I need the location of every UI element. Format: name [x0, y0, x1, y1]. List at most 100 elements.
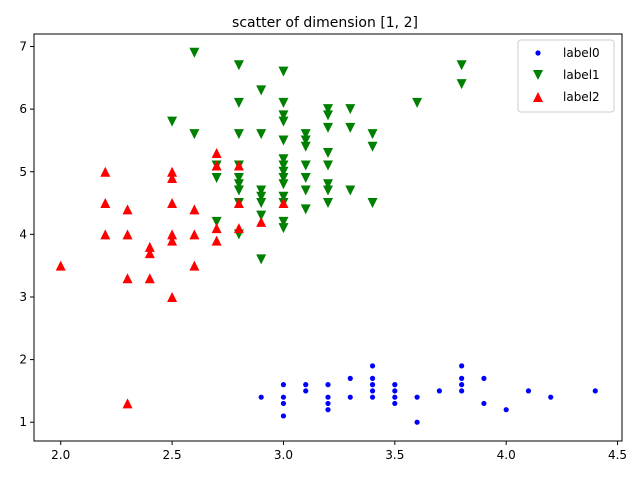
data-point-label2: [233, 160, 244, 171]
data-point-label2: [144, 248, 155, 259]
data-point-label2: [278, 198, 289, 209]
data-point-label0: [459, 375, 465, 381]
data-point-label0: [369, 363, 376, 369]
y-tick-label: 4: [19, 227, 27, 241]
data-point-label0: [548, 394, 554, 400]
plot-frame: [33, 33, 623, 442]
legend-label-label0: label0: [563, 46, 600, 60]
data-point-label2: [167, 291, 178, 302]
data-point-label1: [256, 85, 267, 96]
data-point-label1: [256, 185, 267, 196]
data-point-label2: [167, 229, 178, 240]
data-point-label2: [100, 166, 111, 177]
data-point-label2: [122, 273, 133, 284]
data-point-label0: [325, 394, 331, 400]
data-point-label1: [323, 185, 333, 196]
data-point-label1: [211, 173, 222, 184]
data-point-label2: [233, 198, 244, 209]
data-point-label0: [369, 382, 376, 388]
y-axis: 1 2 3 4 5 6 7: [19, 40, 34, 429]
legend: label0 label1 label2: [517, 39, 615, 113]
data-point-label1: [300, 185, 311, 196]
data-point-label1: [278, 179, 289, 190]
data-point-label0: [592, 388, 598, 394]
data-point-label1: [233, 60, 244, 71]
data-point-label0: [347, 375, 353, 381]
data-point-label1: [256, 254, 267, 265]
data-point-label0: [325, 407, 331, 413]
data-point-label1: [278, 66, 289, 77]
data-point-label1: [278, 154, 289, 165]
data-point-label1: [300, 204, 311, 215]
data-point-label2: [100, 198, 111, 209]
data-point-label1: [278, 116, 289, 127]
data-point-label0: [258, 394, 264, 400]
data-point-label1: [323, 198, 333, 209]
data-point-label1: [345, 122, 356, 133]
data-point-label2: [233, 223, 244, 234]
data-point-label1: [456, 79, 467, 90]
data-point-label2: [211, 235, 222, 246]
data-point-label1: [256, 210, 267, 221]
data-point-label1: [323, 122, 333, 133]
data-point-label2: [167, 235, 178, 246]
data-point-label2: [122, 229, 133, 240]
y-tick-label: 2: [19, 353, 27, 367]
data-point-label0: [525, 388, 532, 394]
data-point-label1: [323, 160, 333, 171]
data-point-label1: [167, 116, 178, 127]
data-point-label1: [300, 160, 311, 171]
data-point-label2: [256, 216, 267, 227]
data-point-label0: [347, 394, 353, 400]
data-point-label1: [456, 60, 467, 71]
data-point-label2: [55, 260, 66, 271]
x-tick-label: 3.0: [274, 448, 293, 462]
data-point-label1: [323, 147, 333, 158]
x-tick-label: 2.5: [163, 448, 182, 462]
legend-marker-label1: [533, 70, 543, 80]
data-point-label1: [300, 135, 311, 146]
data-point-label1: [323, 179, 333, 190]
data-point-label1: [278, 97, 289, 108]
data-point-label1: [189, 47, 200, 58]
data-point-label0: [369, 375, 376, 381]
data-point-label2: [122, 398, 133, 409]
legend-box: [517, 39, 615, 113]
data-point-label2: [189, 204, 200, 215]
data-point-label1: [256, 129, 267, 140]
data-point-label1: [300, 141, 311, 152]
data-point-label2: [167, 173, 178, 184]
data-point-label1: [256, 198, 267, 209]
data-point-label1: [412, 97, 423, 108]
legend-marker-label0: [535, 50, 541, 56]
data-point-label1: [278, 110, 289, 121]
data-point-label1: [345, 185, 356, 196]
data-point-label1: [256, 191, 267, 202]
data-point-label1: [278, 135, 289, 146]
data-point-label2: [144, 241, 155, 252]
points-layer: [55, 47, 598, 425]
data-point-label0: [459, 388, 465, 394]
data-point-label0: [325, 400, 331, 407]
data-point-label1: [278, 160, 289, 171]
data-point-label1: [233, 173, 244, 184]
chart-title: scatter of dimension [1, 2]: [232, 15, 418, 31]
data-point-label1: [278, 191, 289, 202]
data-point-label1: [233, 97, 244, 108]
data-point-label2: [167, 198, 178, 209]
data-point-label0: [459, 363, 465, 369]
data-point-label0: [369, 394, 376, 400]
data-point-label0: [369, 388, 376, 394]
y-tick-label: 7: [19, 40, 27, 54]
data-point-label1: [323, 104, 333, 115]
data-point-label0: [303, 388, 309, 394]
data-point-label0: [392, 394, 398, 400]
data-point-label2: [211, 160, 222, 171]
data-point-label1: [300, 173, 311, 184]
data-point-label0: [436, 388, 442, 394]
data-point-label0: [459, 382, 465, 388]
data-point-label0: [303, 382, 309, 388]
y-tick-label: 6: [19, 102, 27, 116]
data-point-label0: [481, 375, 487, 381]
